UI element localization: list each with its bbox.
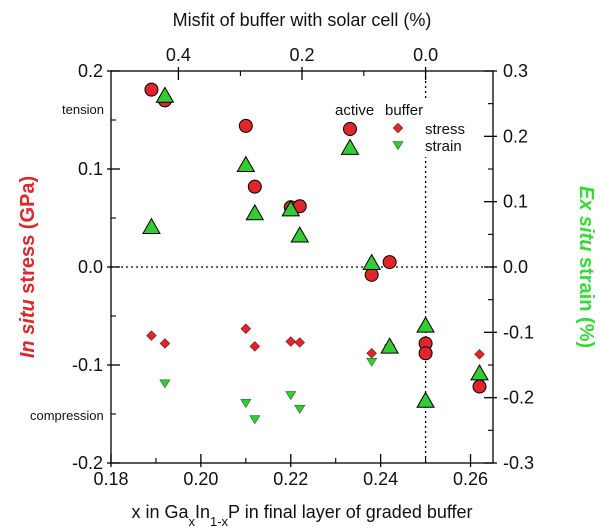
data-point-buffer-strain: [249, 415, 261, 425]
data-point-active-strain: [416, 391, 435, 408]
data-point-buffer-stress: [285, 336, 296, 347]
data-point-buffer-stress: [249, 341, 261, 352]
legend-marker-buffer-strain: [392, 141, 404, 151]
data-point-buffer-strain: [285, 391, 297, 401]
data-point-active-strain: [470, 363, 489, 381]
right-y-axis-title: Ex situ strain (%): [575, 186, 597, 348]
x-axis-title-sub-x: x: [188, 514, 195, 529]
x-axis-title-sub-1mx: 1-x: [210, 514, 229, 529]
x-axis-tick-label: 0.26: [453, 469, 488, 489]
right-y-axis-title-italic: Ex situ: [575, 186, 597, 252]
legend-header-active: active: [335, 102, 374, 119]
right-axis-tick-label: 0.1: [503, 192, 528, 212]
legend-label-strain: strain: [425, 138, 462, 155]
data-point-buffer-stress: [294, 337, 305, 348]
data-point-buffer-stress: [240, 323, 252, 334]
data-point-active-strain: [236, 155, 256, 172]
left-axis-tick-label: -0.1: [72, 355, 103, 375]
left-axis-tick-label: 0.1: [78, 159, 103, 179]
data-point-active-strain: [380, 337, 399, 354]
x-axis-tick-label: 0.20: [183, 469, 218, 489]
x-axis-tick-label: 0.18: [93, 469, 128, 489]
data-point-active-stress: [144, 82, 159, 97]
top-axis-tick-label: 0.0: [413, 45, 438, 65]
top-axis-title: Misfit of buffer with solar cell (%): [173, 10, 432, 30]
left-y-axis-title-rest: stress (GPa): [17, 176, 39, 299]
left-axis-tick-label: 0.0: [78, 257, 103, 277]
data-point-buffer-stress: [474, 348, 485, 360]
data-point-active-strain: [155, 86, 175, 103]
right-axis-tick-label: -0.1: [503, 322, 534, 342]
x-axis-title: x in GaxIn1-xP in final layer of graded …: [131, 502, 472, 529]
legend-header-buffer: buffer: [385, 102, 423, 119]
data-point-active-strain: [362, 253, 382, 270]
data-point-active-stress: [418, 346, 433, 361]
legend-marker-active-stress: [343, 122, 357, 136]
data-point-active-strain: [416, 316, 435, 333]
legend-label-stress: stress: [425, 121, 465, 138]
x-axis-tick-label: 0.22: [273, 469, 308, 489]
series-buffer-stress: [146, 323, 485, 360]
left-axis-tick-label: -0.2: [72, 453, 103, 473]
right-axis-tick-label: 0.0: [503, 257, 528, 277]
x-axis-title-prefix: x in Ga: [131, 502, 189, 522]
right-axis-tick-label: 0.2: [503, 126, 528, 146]
data-point-buffer-strain: [366, 357, 378, 367]
left-axis-tick-label: 0.2: [78, 61, 103, 81]
data-point-buffer-stress: [159, 338, 171, 349]
data-point-buffer-strain: [159, 379, 171, 389]
legend-marker-active-strain: [340, 138, 360, 155]
right-axis-tick-label: -0.2: [503, 388, 534, 408]
series-active-strain: [142, 86, 489, 408]
data-point-active-stress: [247, 179, 262, 194]
left-y-axis-title: In situ stress (GPa): [17, 176, 39, 358]
data-point-buffer-strain: [240, 399, 252, 408]
data-point-active-stress: [238, 118, 253, 133]
x-axis-tick-label: 0.24: [363, 469, 398, 489]
data-point-buffer-strain: [294, 404, 306, 414]
compression-annotation: compression: [30, 408, 104, 423]
right-y-axis-title-rest: strain (%): [575, 251, 597, 348]
series-buffer-strain: [159, 344, 396, 425]
legend-marker-buffer-stress: [392, 122, 404, 134]
data-point-active-strain: [290, 226, 310, 243]
data-point-active-strain: [245, 203, 265, 221]
data-point-active-strain: [281, 199, 301, 217]
data-point-buffer-stress: [366, 348, 377, 359]
data-point-active-stress: [364, 267, 379, 282]
data-point-active-strain: [142, 217, 161, 235]
left-y-axis-title-italic: In situ: [17, 299, 39, 358]
x-axis-title-suffix: P in final layer of graded buffer: [228, 502, 473, 522]
data-point-active-stress: [472, 379, 487, 394]
right-axis-tick-label: -0.3: [503, 453, 534, 473]
data-point-active-stress: [382, 255, 397, 270]
data-point-buffer-stress: [146, 330, 157, 341]
top-axis-tick-label: 0.4: [166, 45, 191, 65]
right-axis-tick-label: 0.3: [503, 61, 528, 81]
x-axis-title-middle: In: [195, 502, 210, 522]
legend: [332, 101, 476, 157]
tension-annotation: tension: [62, 102, 104, 117]
top-axis-tick-label: 0.2: [289, 45, 314, 65]
